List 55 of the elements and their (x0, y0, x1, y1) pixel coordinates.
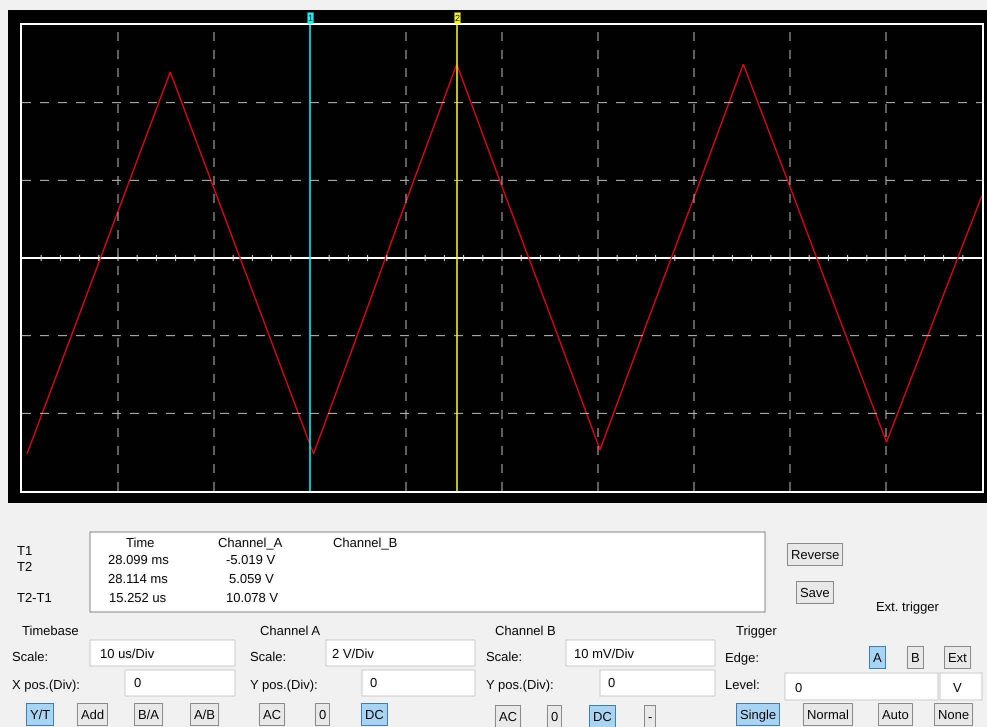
text: -5.019 V (226, 552, 276, 567)
text: Level: (725, 677, 760, 692)
text: Save (800, 585, 830, 600)
text: 0 (319, 707, 326, 722)
text: Y/T (30, 707, 50, 722)
text: AC (263, 707, 282, 722)
text: 28.099 ms (108, 552, 170, 567)
text: - (648, 709, 652, 724)
text: Scale: (12, 649, 48, 664)
text: 0 (134, 675, 142, 690)
text: Auto (882, 707, 909, 722)
text: A/B (194, 707, 215, 722)
text: T1 (17, 543, 32, 558)
text: Normal (807, 707, 850, 722)
text: 10.078 V (226, 590, 278, 605)
text: T2 (17, 559, 32, 574)
text: Channel_B (333, 535, 398, 550)
text: A (873, 650, 882, 665)
text: 2 (455, 13, 460, 23)
text: Ext. trigger (876, 599, 940, 614)
text: X pos.(Div): (12, 677, 80, 692)
text: Reverse (791, 547, 840, 562)
text: Timebase (22, 623, 79, 638)
text: 1 (308, 13, 314, 23)
text: Channel A (260, 623, 320, 638)
text: Trigger (736, 623, 778, 638)
text: DC (365, 707, 384, 722)
text: Scale: (486, 649, 522, 664)
text: DC (593, 709, 612, 724)
text: Channel B (495, 623, 556, 638)
text: V (953, 680, 962, 695)
text: Ext (948, 650, 968, 665)
text: B/A (138, 707, 160, 722)
text: 2 V/Div (332, 646, 374, 661)
text: 10 us/Div (100, 646, 155, 661)
text: 0 (795, 680, 802, 695)
text: 5.059 V (229, 571, 274, 586)
text: Scale: (250, 649, 286, 664)
text: 0 (608, 675, 616, 690)
text: 0 (370, 675, 378, 690)
text: Edge: (725, 650, 759, 665)
text: None (938, 707, 970, 722)
text: Add (81, 707, 104, 722)
text: 10 mV/Div (574, 646, 634, 661)
text: Channel_A (218, 535, 283, 550)
text: AC (499, 709, 518, 724)
text: 0 (551, 709, 558, 724)
text: Y pos.(Div): (250, 677, 318, 692)
text: B (911, 650, 920, 665)
text: Single (740, 707, 776, 722)
text: Y pos.(Div): (486, 677, 554, 692)
text: 15.252 us (109, 590, 167, 605)
text: Time (126, 535, 154, 550)
text: T2-T1 (17, 590, 52, 605)
text: 28.114 ms (108, 571, 168, 586)
